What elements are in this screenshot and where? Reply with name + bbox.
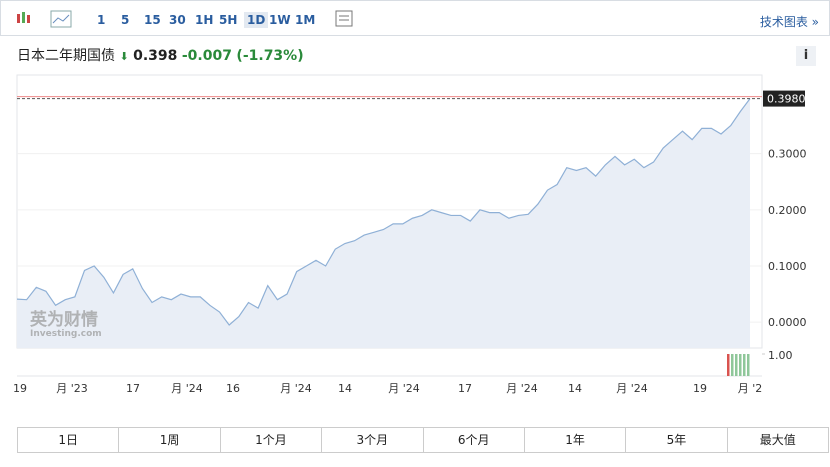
area: [17, 98, 750, 348]
interval-button[interactable]: 1M: [295, 13, 316, 27]
interval-button[interactable]: 5: [121, 13, 130, 27]
x-tick-label: 月 '2: [738, 382, 763, 395]
last-label: 0.3980: [767, 93, 806, 106]
change: -0.007: [181, 48, 232, 64]
x-tick-label: 16: [226, 382, 240, 395]
x-tick-label: 19: [693, 382, 707, 395]
table-icon[interactable]: [334, 10, 354, 28]
x-tick-label: 月 '23: [56, 382, 88, 395]
x-tick-label: 19: [13, 382, 27, 395]
range-tab[interactable]: 1周: [119, 428, 221, 452]
volume-bar: [747, 354, 750, 376]
name: 日本二年期国债: [17, 48, 115, 64]
interval-button[interactable]: 1H: [195, 13, 214, 27]
volume-tick-label: 1.00: [768, 349, 793, 362]
last-box: [763, 90, 805, 107]
x-tick-label: 17: [126, 382, 140, 395]
x-tick-label: 月 '24: [280, 382, 312, 395]
range-tab[interactable]: 1年: [525, 428, 627, 452]
volume-bar: [727, 354, 730, 376]
y-tick-label: 0.3000: [768, 148, 807, 161]
x-tick-label: 14: [568, 382, 582, 395]
interval-button[interactable]: 5H: [219, 13, 238, 27]
info[interactable]: i: [796, 46, 816, 66]
x-tick-label: 月 '24: [171, 382, 203, 395]
volume-bar: [743, 354, 746, 376]
range-tab[interactable]: 1个月: [221, 428, 323, 452]
interval-button[interactable]: 1D: [244, 12, 269, 28]
arrow: ⬇: [119, 50, 129, 63]
icons: [17, 10, 72, 28]
interval-button[interactable]: 1W: [269, 13, 291, 27]
range-tab[interactable]: 1日: [18, 428, 120, 452]
x-tick-label: 月 '24: [506, 382, 538, 395]
x-tick-label: 17: [458, 382, 472, 395]
tabs: 1日 1周 1个月 3个月 6个月 1年 5年 最大值: [17, 427, 829, 453]
chart: 0.0000 0.1000 0.2000 0.3000 0.3980 英为财情Invest…: [13, 74, 807, 395]
toolbar: 1 5 15 30 1H 5H 1D 1W 1M 技术图表 »: [0, 0, 830, 36]
x-tick-label: 月 '24: [388, 382, 420, 395]
volume-bar: [735, 354, 738, 376]
y-tick-label: 0.2000: [768, 204, 807, 217]
interval-button[interactable]: 30: [169, 13, 186, 27]
y-tick-label: 0.0000: [768, 316, 807, 329]
range-tab[interactable]: 6个月: [424, 428, 525, 452]
interval-button[interactable]: 15: [144, 13, 161, 27]
range-tab[interactable]: 最大值: [759, 433, 796, 447]
interval-button[interactable]: 1: [97, 13, 106, 27]
y-tick-label: 0.1000: [768, 260, 807, 273]
title-row: 日本二年期国债 ⬇ 0.398 -0.007 (-1.73%): [17, 45, 304, 65]
watermark2: Investing.com: [30, 329, 102, 339]
range-tab[interactable]: 5年: [626, 428, 728, 452]
percent: (-1.73%): [236, 48, 304, 64]
tech-chart[interactable]: 技术图表 »: [759, 15, 819, 29]
x-tick-label: 月 '24: [616, 382, 648, 395]
watermark: 英为财情: [30, 309, 98, 330]
range-tab[interactable]: 3个月: [322, 428, 424, 452]
volume-bar: [731, 354, 734, 376]
price: 0.398: [133, 48, 178, 64]
volume-bar: [739, 354, 742, 376]
x-tick-label: 14: [338, 382, 352, 395]
line: [16, 98, 751, 326]
